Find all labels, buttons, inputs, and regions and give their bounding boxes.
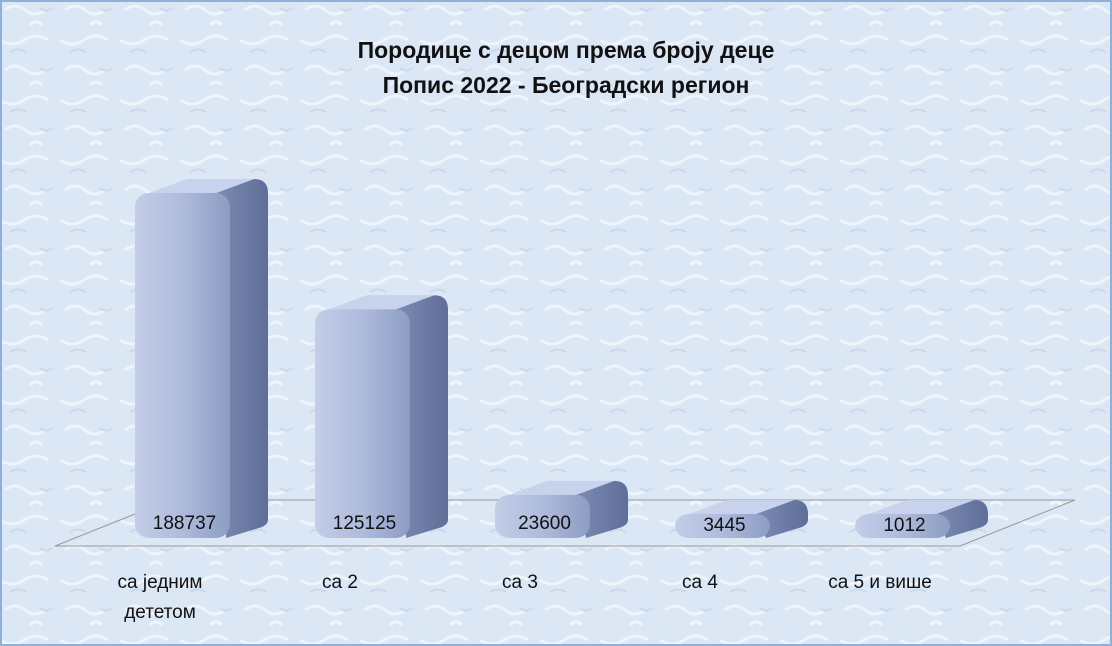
- bar-front: [675, 514, 770, 538]
- bar: [675, 500, 808, 538]
- value-label: 3445: [703, 515, 745, 536]
- bar-top: [509, 480, 614, 495]
- bar: [135, 179, 268, 538]
- bar-top: [869, 500, 974, 514]
- bar-top: [329, 295, 434, 310]
- x-tick-label: са 4: [682, 572, 718, 593]
- bar-top: [149, 179, 254, 193]
- bar: [315, 295, 448, 538]
- bar-front: [135, 193, 230, 538]
- value-label: 1012: [883, 515, 925, 536]
- bar-front: [855, 514, 950, 538]
- bar-front: [495, 494, 590, 538]
- chart-subtitle: Попис 2022 - Београдски регион: [383, 72, 750, 98]
- value-label: 125125: [333, 513, 396, 534]
- value-label: 23600: [518, 513, 571, 534]
- bar: [855, 500, 988, 538]
- bar-top: [689, 500, 794, 514]
- x-tick-label: са 2: [322, 572, 358, 593]
- x-tick-label: са 3: [502, 572, 538, 593]
- floor: [54, 499, 1076, 547]
- bar: [495, 480, 628, 538]
- bar-front: [315, 309, 410, 538]
- x-tick-label: са 5 и више: [828, 572, 932, 593]
- x-tick-label: са једним дететом: [117, 572, 203, 623]
- value-label: 188737: [153, 513, 216, 534]
- chart-title: Породице с децом према броју деце: [358, 37, 775, 63]
